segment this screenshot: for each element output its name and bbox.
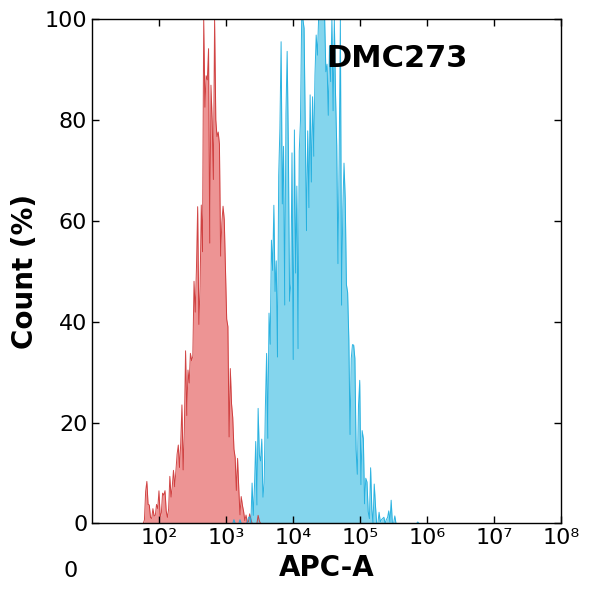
Text: 0: 0 <box>64 562 78 581</box>
Y-axis label: Count (%): Count (%) <box>11 194 39 349</box>
X-axis label: APC-A: APC-A <box>279 554 375 582</box>
Text: DMC273: DMC273 <box>327 44 468 74</box>
